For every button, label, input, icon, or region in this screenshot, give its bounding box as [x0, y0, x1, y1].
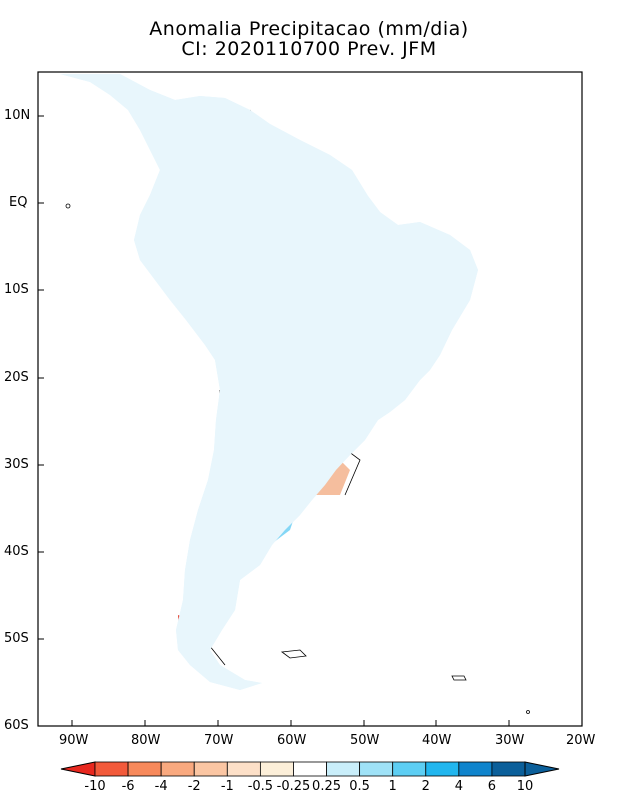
colorbar-label: -10	[84, 779, 106, 794]
axis-ticks	[38, 115, 510, 726]
colorbar-box	[127, 761, 162, 777]
lat-label-eq: EQ	[9, 195, 28, 210]
islands	[65, 203, 530, 714]
colorbar-box	[259, 761, 294, 777]
colorbar-label: 1	[388, 779, 397, 794]
lat-label-10s: 10S	[4, 282, 29, 297]
map-title-line2: CI: 2020110700 Prev. JFM	[181, 38, 437, 60]
colorbar-label: 6	[487, 779, 497, 794]
lat-label-30s: 30S	[4, 457, 29, 472]
colorbar-box	[491, 761, 526, 777]
colorbar-box	[392, 761, 427, 777]
colorbar-box	[359, 761, 394, 777]
colorbar-label: -1	[220, 779, 234, 794]
lon-label-30w: 30W	[495, 733, 525, 748]
colorbar-box	[458, 761, 493, 777]
lon-label-70w: 70W	[204, 733, 234, 748]
lon-label-90w: 90W	[59, 733, 89, 748]
colorbar-left-arrow	[60, 761, 96, 777]
colorbar-box	[226, 761, 261, 777]
colorbar-label: -0.5	[247, 779, 274, 794]
lon-label-20w: 20W	[566, 733, 596, 748]
lat-label-50s: 50S	[4, 631, 29, 646]
colorbar-box	[425, 761, 460, 777]
lon-label-60w: 60W	[277, 733, 307, 748]
lat-label-60s: 60S	[4, 718, 29, 733]
colorbar-label: -6	[121, 779, 135, 794]
colorbar-label: -4	[154, 779, 168, 794]
lon-label-50w: 50W	[350, 733, 380, 748]
colorbar-label: 2	[421, 779, 430, 794]
colorbar-box	[160, 761, 195, 777]
colorbar-label: 0.5	[349, 779, 370, 794]
map-title-line1: Anomalia Precipitacao (mm/dia)	[149, 18, 469, 40]
colorbar-label: 0.25	[312, 779, 342, 794]
colorbar-label: -2	[187, 779, 201, 794]
colorbar-box	[193, 761, 228, 777]
colorbar-label: -0.25	[276, 779, 311, 794]
lat-label-20s: 20S	[4, 370, 29, 385]
colorbar-box	[326, 761, 361, 777]
lon-label-80w: 80W	[131, 733, 161, 748]
colorbar-label: 4	[454, 779, 463, 794]
lon-label-40w: 40W	[422, 733, 452, 748]
colorbar-label: 10	[516, 779, 534, 794]
colorbar-box	[94, 761, 129, 777]
lat-label-40s: 40S	[4, 544, 29, 559]
colorbar-box	[293, 761, 327, 777]
colorbar	[60, 761, 560, 777]
colorbar-right-arrow	[524, 761, 560, 777]
lat-label-10n: 10N	[4, 108, 31, 123]
